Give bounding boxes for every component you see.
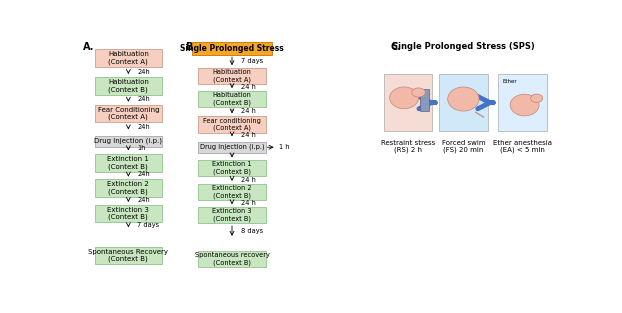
- Text: Drug injection (i.p.): Drug injection (i.p.): [200, 144, 264, 151]
- FancyBboxPatch shape: [95, 179, 162, 197]
- FancyBboxPatch shape: [198, 160, 266, 177]
- FancyBboxPatch shape: [95, 105, 162, 122]
- Text: Single Prolonged Stress: Single Prolonged Stress: [180, 44, 284, 53]
- Text: Drug Injection (i.p.): Drug Injection (i.p.): [95, 138, 162, 144]
- FancyBboxPatch shape: [198, 142, 266, 152]
- Text: B.: B.: [185, 42, 196, 52]
- Text: 24h: 24h: [137, 124, 150, 130]
- Text: Extinction 2
(Context B): Extinction 2 (Context B): [108, 182, 149, 195]
- Text: Extinction 1
(Context B): Extinction 1 (Context B): [212, 162, 252, 175]
- Ellipse shape: [389, 87, 419, 109]
- Bar: [420, 90, 429, 111]
- Text: 1h: 1h: [137, 145, 146, 151]
- Ellipse shape: [412, 88, 425, 97]
- Text: 24 h: 24 h: [241, 177, 256, 183]
- Text: Spontaneous Recovery
(Context B): Spontaneous Recovery (Context B): [88, 249, 169, 262]
- FancyBboxPatch shape: [498, 74, 547, 131]
- FancyBboxPatch shape: [384, 74, 432, 131]
- Text: Spontaneous recovery
(Context B): Spontaneous recovery (Context B): [195, 252, 269, 265]
- Text: A.: A.: [83, 42, 94, 52]
- Text: Single Prolonged Stress (SPS): Single Prolonged Stress (SPS): [392, 42, 535, 51]
- FancyBboxPatch shape: [95, 49, 162, 67]
- Text: Extinction 3
(Context B): Extinction 3 (Context B): [212, 208, 252, 222]
- FancyBboxPatch shape: [198, 116, 266, 132]
- Text: Habituation
(Context A): Habituation (Context A): [108, 51, 149, 65]
- Text: Habituation
(Context A): Habituation (Context A): [213, 69, 251, 83]
- Text: 24h: 24h: [137, 96, 150, 102]
- Text: 7 days: 7 days: [241, 58, 263, 64]
- FancyBboxPatch shape: [198, 251, 266, 267]
- FancyBboxPatch shape: [95, 77, 162, 95]
- Text: Ether: Ether: [502, 79, 517, 84]
- FancyBboxPatch shape: [95, 136, 162, 147]
- FancyBboxPatch shape: [95, 247, 162, 264]
- Text: Ether anesthesia
(EA) < 5 min: Ether anesthesia (EA) < 5 min: [493, 140, 552, 153]
- Text: C.: C.: [390, 42, 401, 52]
- FancyBboxPatch shape: [95, 154, 162, 172]
- Text: 1 h: 1 h: [279, 144, 289, 150]
- Text: 8 days: 8 days: [241, 228, 263, 234]
- Ellipse shape: [510, 94, 539, 116]
- FancyBboxPatch shape: [198, 207, 266, 223]
- Text: Extinction 3
(Context B): Extinction 3 (Context B): [108, 207, 149, 220]
- Text: 24 h: 24 h: [241, 108, 256, 114]
- FancyBboxPatch shape: [198, 68, 266, 84]
- Text: 24h: 24h: [137, 197, 150, 203]
- Text: 24 h: 24 h: [241, 84, 256, 90]
- Text: Extinction 2
(Context B): Extinction 2 (Context B): [212, 185, 252, 198]
- Text: 24h: 24h: [137, 69, 150, 75]
- Text: 24 h: 24 h: [241, 200, 256, 206]
- Text: Extinction 1
(Context B): Extinction 1 (Context B): [108, 156, 149, 170]
- Text: 7 days: 7 days: [137, 222, 159, 228]
- FancyBboxPatch shape: [192, 42, 272, 55]
- Text: Fear conditioning
(Context A): Fear conditioning (Context A): [203, 118, 261, 131]
- Text: Forced swim
(FS) 20 min: Forced swim (FS) 20 min: [442, 140, 485, 153]
- Ellipse shape: [448, 87, 479, 111]
- Text: Habituation
(Context B): Habituation (Context B): [108, 79, 149, 93]
- FancyBboxPatch shape: [439, 74, 488, 131]
- Ellipse shape: [531, 94, 542, 103]
- FancyBboxPatch shape: [95, 205, 162, 222]
- Text: Restraint stress
(RS) 2 h: Restraint stress (RS) 2 h: [381, 140, 435, 153]
- FancyBboxPatch shape: [198, 184, 266, 200]
- Text: 24h: 24h: [137, 172, 150, 177]
- Text: Fear Conditioning
(Context A): Fear Conditioning (Context A): [98, 107, 159, 120]
- Text: Habituation
(Context B): Habituation (Context B): [213, 92, 251, 106]
- FancyBboxPatch shape: [198, 91, 266, 107]
- Text: 24 h: 24 h: [241, 132, 256, 138]
